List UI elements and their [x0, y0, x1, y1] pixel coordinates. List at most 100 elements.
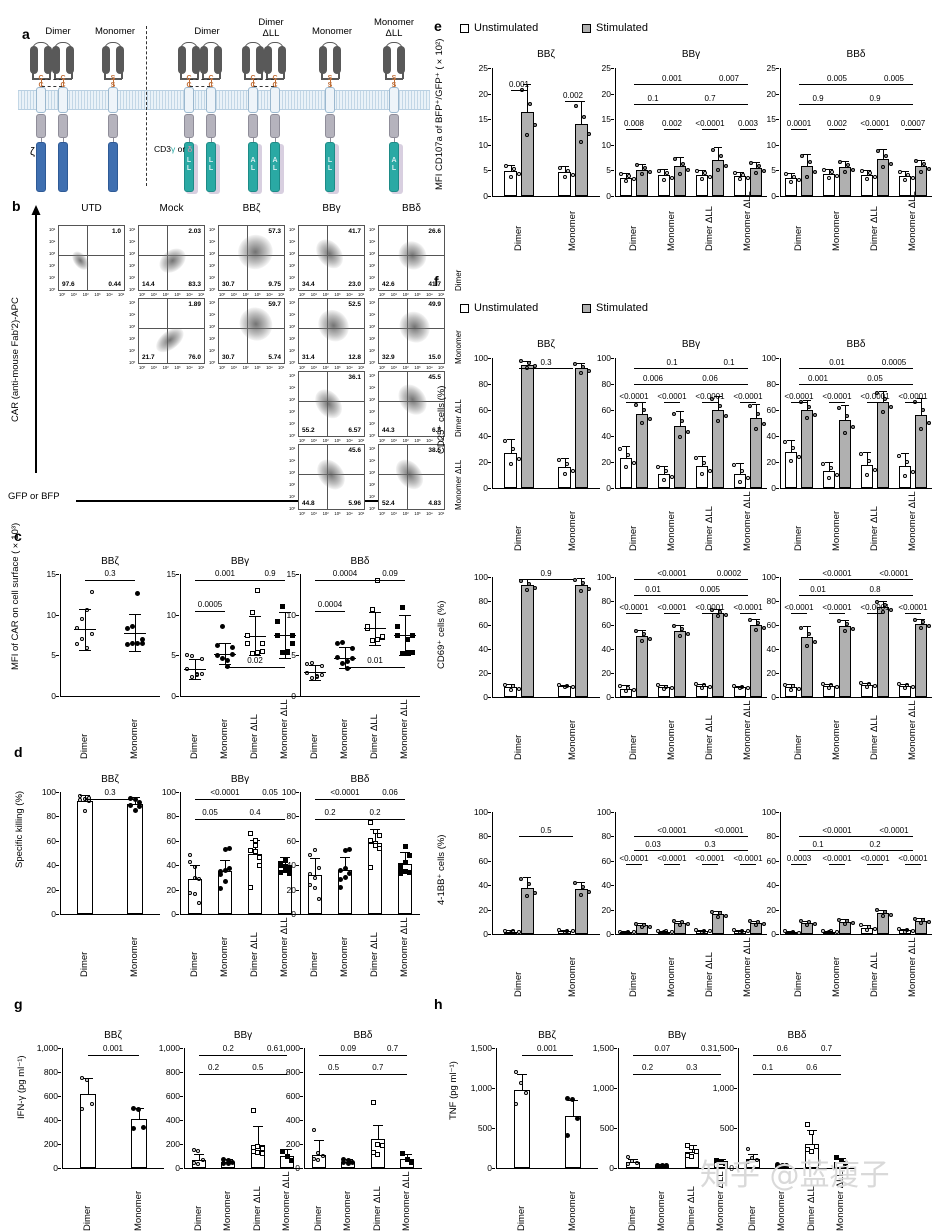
y-tick: [488, 119, 491, 121]
y-tick: [614, 1128, 617, 1129]
y-tick: [611, 410, 614, 411]
p-value-bracket: [375, 580, 405, 581]
y-tick-label: 40: [601, 880, 611, 891]
flow-y-tick: 10⁵: [369, 446, 376, 451]
y-tick: [614, 1048, 617, 1049]
data-point: [127, 795, 133, 801]
p-value-bracket: [318, 1055, 378, 1056]
data-point: [631, 177, 636, 182]
flow-x-tick: 10³: [174, 365, 181, 370]
flow-x-tick: 10⁰: [59, 292, 66, 297]
error-bar: [642, 164, 643, 170]
flow-y-tick: 10⁰: [289, 287, 296, 292]
data-point: [334, 640, 340, 646]
disulfide-bond: [190, 79, 210, 80]
error-cap: [841, 404, 849, 406]
x-axis-label-3: Monomer ΔLL: [907, 191, 918, 251]
data-point: [137, 800, 143, 806]
p-value-label-within: <0.0001: [695, 392, 725, 401]
x-axis-line: [300, 696, 420, 698]
p-value-bracket-within: [904, 864, 921, 865]
p-value-label: 0.9: [812, 94, 824, 103]
quadrant-ll-value: 97.6: [62, 281, 75, 288]
data-point: [634, 921, 639, 926]
flow-y-tick: 10³: [129, 324, 136, 329]
p-value-label: 0.05: [262, 788, 278, 797]
data-point: [405, 650, 411, 656]
flow-y-tick: 10⁰: [209, 287, 216, 292]
p-value-bracket: [634, 836, 710, 837]
y-tick: [776, 812, 779, 813]
x-axis-label-3: Monomer ΔLL: [742, 700, 753, 760]
p-value-label: 0.1: [647, 94, 659, 103]
error-cap-bottom: [399, 655, 411, 657]
scfv-leg: [49, 71, 51, 79]
flow-y-tick: 10³: [209, 251, 216, 256]
error-bar: [866, 451, 868, 465]
flow-x-tick: 10³: [254, 292, 261, 297]
data-point: [844, 413, 849, 418]
bar-1: [130, 1118, 147, 1168]
subplot-title-0: BBζ: [104, 1030, 122, 1041]
data-point: [279, 650, 285, 656]
bar-3-open: [733, 176, 747, 196]
data-point: [85, 645, 90, 650]
data-point: [309, 660, 314, 665]
x-axis-label-3: Monomer ΔLL: [907, 491, 918, 551]
data-point: [699, 686, 704, 691]
data-point: [334, 655, 340, 661]
data-point: [755, 621, 760, 626]
data-point: [872, 175, 877, 180]
data-point: [809, 1129, 815, 1135]
data-point: [693, 1148, 699, 1154]
panel-b-y-axis-label: CAR (anti-mouse Fab'2)-APC: [10, 297, 21, 423]
data-point: [527, 361, 531, 366]
data-point: [812, 922, 817, 927]
data-point: [337, 884, 343, 890]
data-point: [843, 430, 847, 435]
transmembrane-domain: [206, 87, 216, 113]
error-bar: [318, 1140, 320, 1155]
y-tick-label: 60: [766, 405, 776, 415]
flow-x-tick: 10³: [174, 292, 181, 297]
cd3-signalling-tail: A L: [248, 142, 258, 192]
data-point: [754, 170, 758, 175]
y-tick: [296, 865, 299, 867]
data-point: [710, 396, 715, 401]
y-tick: [488, 462, 491, 463]
data-point: [221, 1157, 227, 1163]
data-point: [259, 1151, 265, 1157]
p-value-label: 0.1: [761, 1063, 774, 1073]
p-value-label-within: 0.001: [508, 80, 530, 89]
flow-x-tick: 10²: [162, 292, 169, 297]
bar-2-open: [695, 175, 709, 196]
error-cap: [917, 159, 925, 161]
error-cap-bottom: [369, 644, 381, 646]
p-value-bracket: [632, 1074, 663, 1076]
flow-y-tick: 10⁴: [129, 239, 136, 244]
quadrant-lr-value: 41.7: [428, 281, 441, 288]
error-bar: [195, 865, 196, 879]
error-bar: [828, 168, 830, 174]
legend-label-stimulated: Stimulated: [596, 22, 648, 34]
subplot-title-0: BBζ: [101, 774, 119, 785]
quadrant-ll-value: 44.8: [302, 500, 315, 507]
p-value-label-within: <0.0001: [695, 603, 725, 612]
data-point: [837, 405, 842, 410]
y-tick-label: 200: [285, 1139, 300, 1149]
disulfide-bond: [190, 86, 210, 87]
bar-0-filled: [635, 635, 649, 697]
p-value-label-within: <0.0001: [695, 854, 725, 863]
x-axis-label-0: Dimer: [309, 951, 320, 977]
data-point: [623, 689, 628, 694]
p-value-label: 0.7: [386, 1044, 399, 1053]
flow-plot-8: 49.9 32.9 15.0: [378, 298, 445, 364]
bar-0: [307, 874, 323, 914]
y-tick: [180, 1072, 183, 1073]
error-cap: [803, 399, 811, 401]
bar-3-filled: [914, 415, 928, 488]
flow-x-tick: 10⁰: [379, 511, 386, 516]
scfv-loop: [202, 42, 220, 50]
y-tick: [734, 1088, 737, 1089]
bar-0-open: [619, 177, 633, 196]
